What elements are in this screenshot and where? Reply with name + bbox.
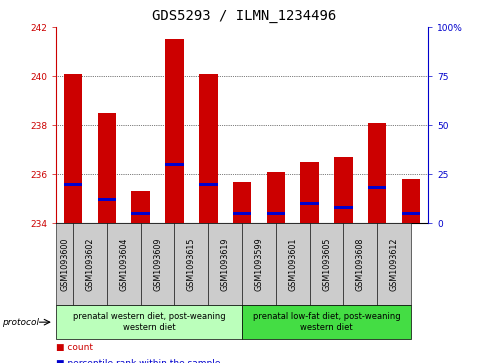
Bar	[131, 191, 150, 223]
Text: GSM1093600: GSM1093600	[60, 237, 69, 291]
Bar	[333, 206, 352, 209]
Bar	[300, 162, 318, 223]
Bar	[367, 123, 386, 223]
Bar	[98, 198, 116, 201]
Bar	[367, 187, 386, 189]
Bar	[333, 157, 352, 223]
Bar	[232, 212, 251, 215]
Text: prenatal western diet, post-weaning
western diet: prenatal western diet, post-weaning west…	[73, 313, 225, 332]
Text: GSM1093619: GSM1093619	[220, 237, 229, 291]
Bar	[64, 74, 82, 223]
Bar	[232, 182, 251, 223]
Text: GSM1093602: GSM1093602	[85, 237, 94, 291]
Text: GSM1093608: GSM1093608	[355, 237, 364, 291]
Bar	[98, 113, 116, 223]
Bar	[300, 202, 318, 205]
Bar	[131, 212, 150, 215]
Text: prenatal low-fat diet, post-weaning
western diet: prenatal low-fat diet, post-weaning west…	[252, 313, 400, 332]
Bar	[266, 212, 285, 215]
Bar	[199, 183, 217, 185]
Bar	[64, 183, 82, 185]
Bar	[266, 172, 285, 223]
Text: GDS5293 / ILMN_1234496: GDS5293 / ILMN_1234496	[152, 9, 336, 23]
Text: GSM1093604: GSM1093604	[119, 237, 128, 291]
Text: GSM1093599: GSM1093599	[254, 237, 263, 291]
Text: GSM1093609: GSM1093609	[153, 237, 162, 291]
Text: GSM1093615: GSM1093615	[186, 237, 196, 291]
Text: protocol: protocol	[2, 318, 40, 327]
Text: ■ count: ■ count	[56, 343, 93, 352]
Bar	[165, 163, 183, 166]
Text: GSM1093612: GSM1093612	[389, 237, 398, 291]
Bar	[401, 179, 419, 223]
Bar	[401, 212, 419, 215]
Bar	[165, 40, 183, 223]
Text: GSM1093605: GSM1093605	[322, 237, 330, 291]
Text: ■ percentile rank within the sample: ■ percentile rank within the sample	[56, 359, 220, 363]
Text: GSM1093601: GSM1093601	[287, 237, 297, 291]
Bar	[199, 74, 217, 223]
